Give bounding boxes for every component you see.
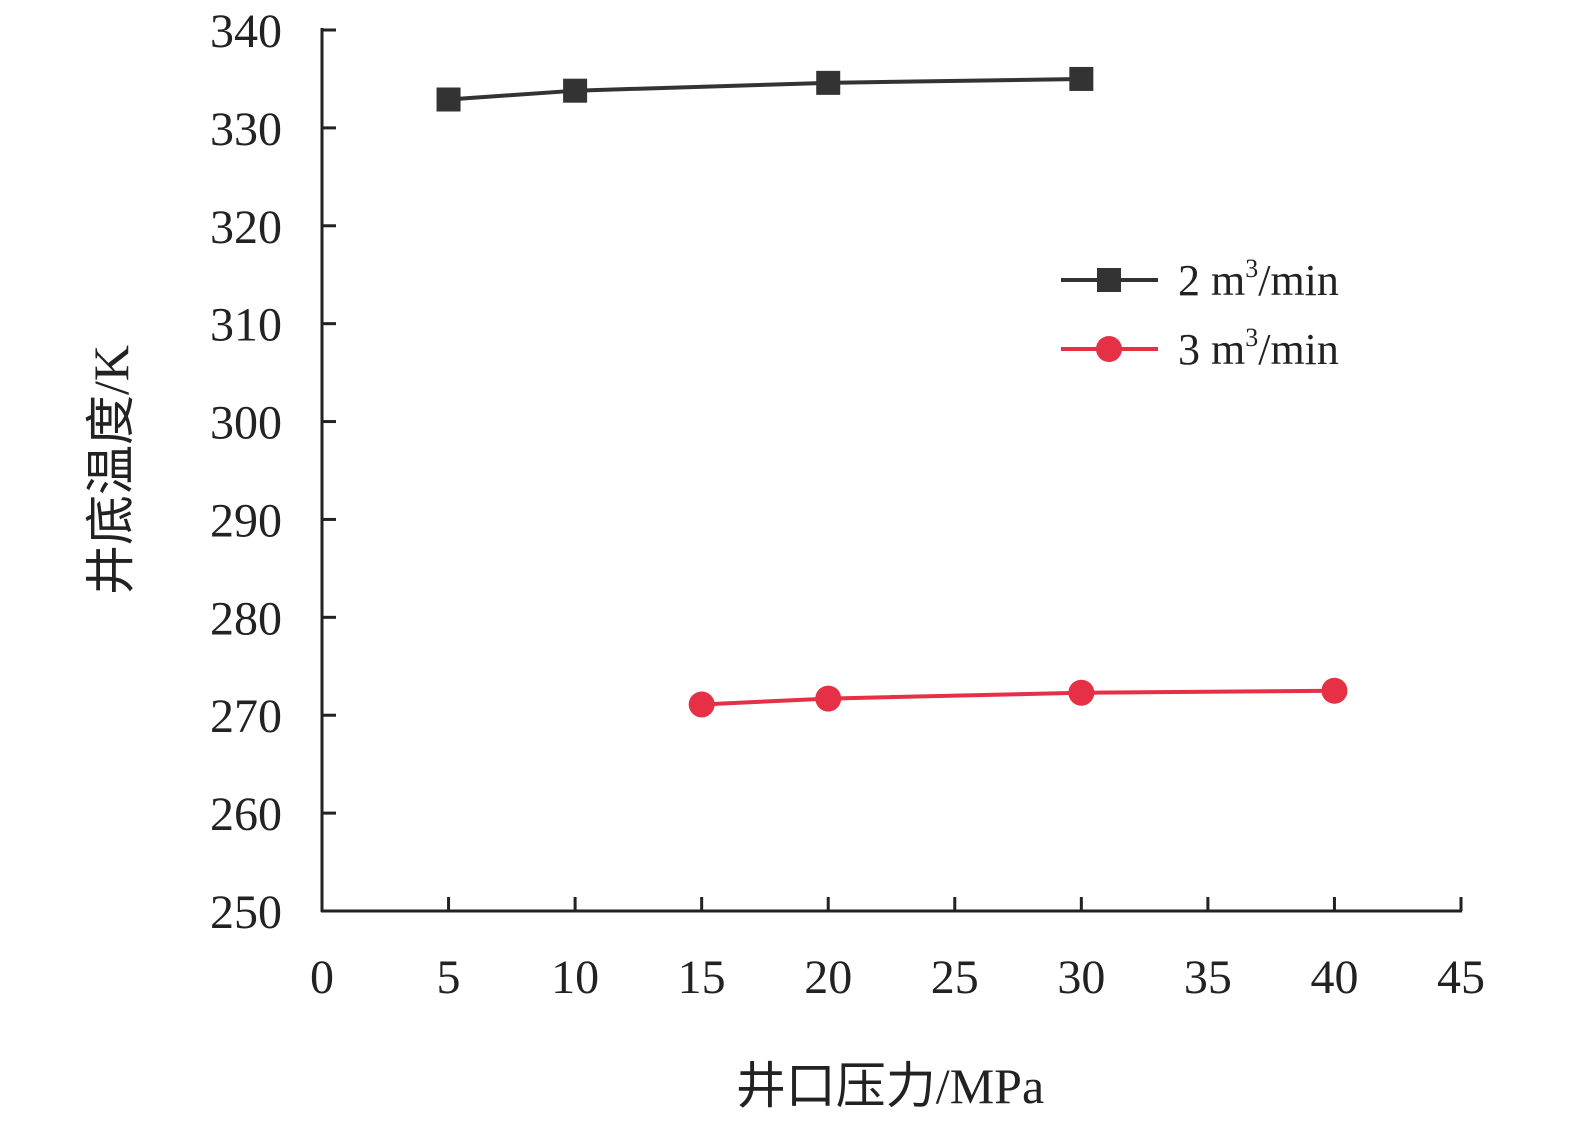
data-point	[1321, 677, 1348, 704]
data-point	[1068, 679, 1095, 706]
x-tick-label: 0	[310, 951, 334, 1004]
y-tick-label: 270	[210, 690, 282, 743]
legend-label: 2 m3/min	[1178, 254, 1339, 305]
data-point	[563, 78, 588, 103]
data-point	[688, 691, 715, 718]
data-point	[1069, 66, 1094, 91]
data-point	[815, 685, 842, 712]
y-axis-title: 井底温度/K	[83, 345, 139, 595]
legend-marker	[1097, 268, 1121, 292]
y-tick-label: 260	[210, 788, 282, 841]
series-1	[436, 66, 1094, 112]
y-tick-label: 340	[210, 5, 282, 58]
x-tick-label: 40	[1310, 951, 1358, 1004]
series-line	[701, 688, 1335, 707]
x-tick-label: 35	[1184, 951, 1232, 1004]
x-axis-title: 井口压力/MPa	[736, 1058, 1044, 1114]
series-group	[436, 66, 1348, 718]
series-line	[448, 76, 1082, 102]
x-tick-label: 25	[931, 951, 979, 1004]
x-tick-label: 15	[678, 951, 726, 1004]
y-axis-ticks: 250 260 270 280 290 300 310 320 330 340	[210, 5, 336, 939]
data-point	[816, 70, 841, 95]
y-tick-label: 310	[210, 299, 282, 352]
axes	[320, 28, 1462, 913]
y-tick-label: 330	[210, 103, 282, 156]
legend: 2 m3/min 3 m3/min	[1061, 254, 1339, 374]
x-tick-label: 5	[437, 951, 461, 1004]
legend-label: 3 m3/min	[1178, 323, 1339, 374]
y-tick-label: 250	[210, 886, 282, 939]
y-tick-label: 290	[210, 494, 282, 547]
x-tick-label: 30	[1057, 951, 1105, 1004]
x-tick-label: 45	[1437, 951, 1485, 1004]
legend-item-1: 2 m3/min	[1061, 254, 1339, 305]
x-tick-label: 20	[804, 951, 852, 1004]
series-2	[688, 677, 1348, 718]
y-tick-label: 300	[210, 397, 282, 450]
legend-item-2: 3 m3/min	[1061, 323, 1339, 374]
y-tick-label: 320	[210, 201, 282, 254]
legend-marker	[1096, 336, 1122, 362]
y-tick-label: 280	[210, 592, 282, 645]
x-tick-label: 10	[551, 951, 599, 1004]
data-point	[436, 87, 461, 112]
x-axis-ticks: 0 5 10 15 20 25 30 35 40 45	[310, 897, 1485, 1004]
